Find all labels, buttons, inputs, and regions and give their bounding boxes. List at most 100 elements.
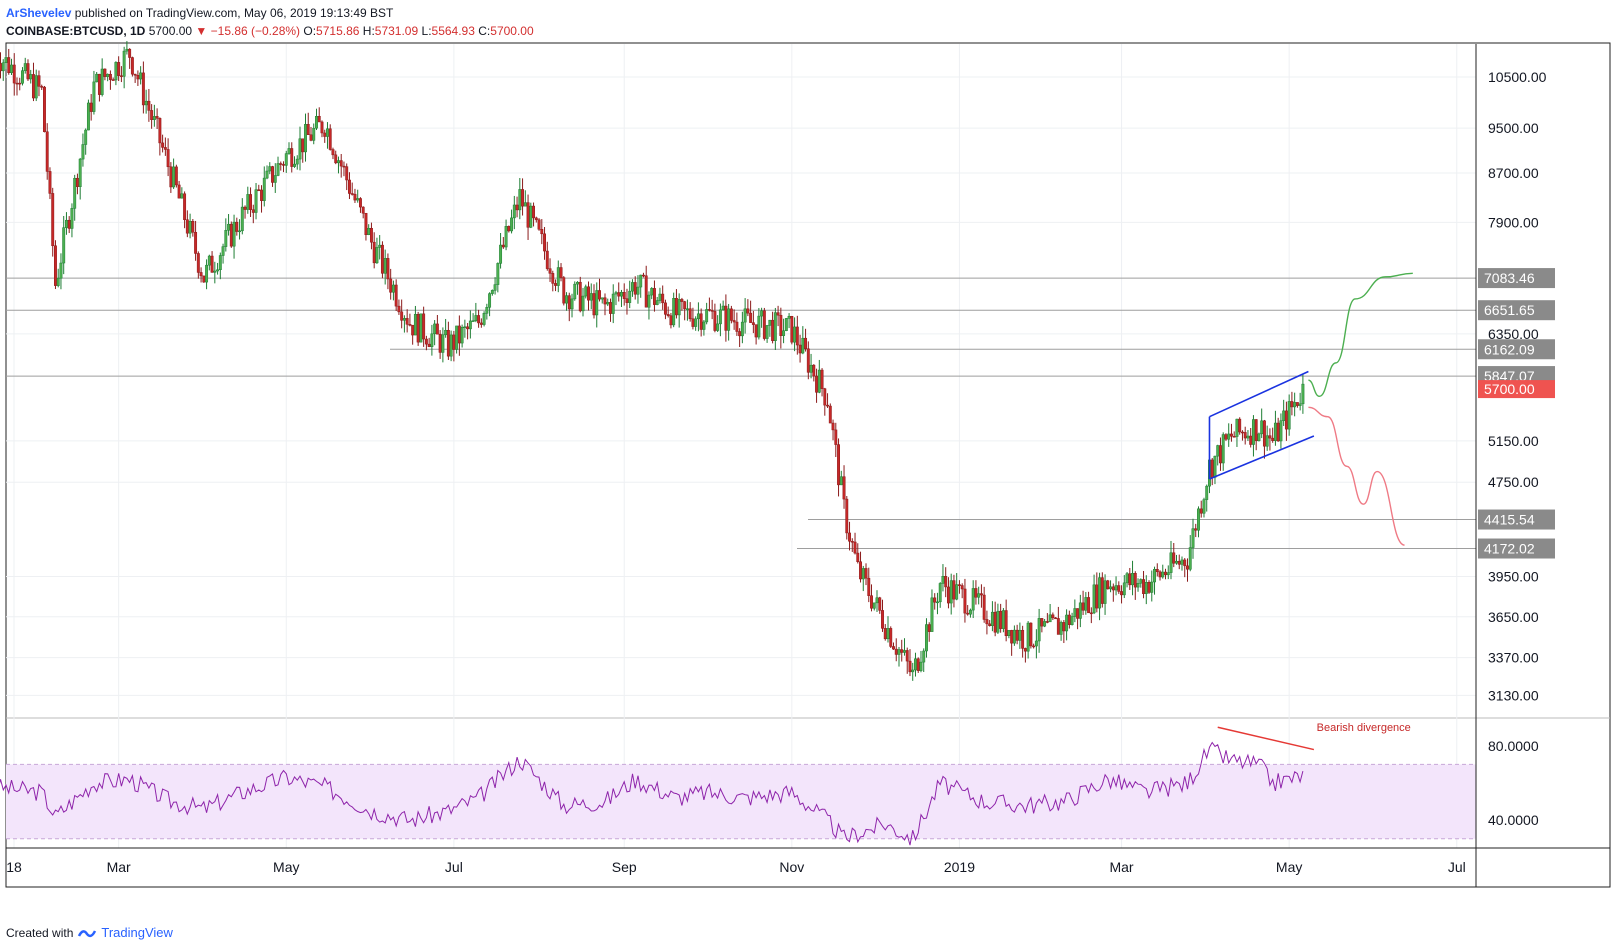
author-link[interactable]: ArShevelev	[6, 6, 72, 20]
tradingview-brand[interactable]: TradingView	[101, 925, 173, 940]
candle-down	[644, 275, 648, 308]
candle-down	[1081, 602, 1085, 611]
rsi-tick-label: 80.0000	[1488, 738, 1539, 754]
candle-up	[1257, 433, 1261, 442]
candle-up	[34, 75, 38, 99]
candle-down	[257, 189, 261, 191]
candle-down	[1032, 645, 1036, 648]
candle-down	[394, 284, 398, 307]
candle-down	[826, 404, 830, 407]
candle-down	[960, 585, 964, 590]
candle-down	[306, 124, 310, 135]
candle-up	[23, 63, 27, 71]
candle-up	[685, 308, 689, 310]
candle-up	[1034, 640, 1038, 647]
candle-up	[809, 364, 813, 373]
candle-up	[10, 64, 13, 73]
candle-up	[205, 264, 209, 283]
candle-up	[861, 568, 865, 580]
candle-up	[114, 62, 118, 81]
candle-down	[537, 219, 541, 230]
candle-up	[650, 288, 654, 296]
candle-up	[207, 255, 211, 266]
candle-down	[776, 312, 780, 316]
candle-down	[963, 588, 967, 614]
candle-down	[878, 597, 882, 611]
candle-down	[815, 375, 819, 393]
candle-up	[875, 597, 879, 604]
candle-down	[1158, 571, 1162, 578]
price-tick-label: 3650.00	[1488, 609, 1539, 625]
candle-down	[1045, 621, 1049, 623]
candle-down	[622, 292, 626, 299]
candle-up	[911, 669, 915, 673]
candle-down	[933, 597, 937, 603]
price-axis[interactable]: 10500.00 9500.00 8700.00 7900.00 6350.00 5150…	[1475, 44, 1555, 887]
candle-down	[1155, 568, 1159, 573]
candle-down	[389, 278, 393, 293]
candle-down	[842, 476, 846, 500]
candle-up	[1221, 434, 1225, 464]
time-tick-label: May	[1276, 859, 1302, 875]
candle-down	[944, 576, 948, 588]
candle-down	[342, 165, 346, 168]
candle-down	[177, 184, 181, 199]
candle-down	[1133, 573, 1137, 588]
candle-down	[1023, 648, 1027, 652]
candle-up	[276, 163, 280, 176]
candle-down	[507, 226, 511, 232]
candle-down	[128, 48, 132, 58]
candle-up	[1073, 608, 1077, 617]
candle-down	[229, 223, 233, 247]
candle-up	[474, 315, 478, 321]
candle-down	[999, 610, 1003, 629]
candle-down	[345, 166, 349, 181]
candle-down	[870, 595, 873, 609]
candle-down	[1095, 584, 1099, 609]
candle-down	[1015, 629, 1019, 641]
candle-down	[856, 552, 860, 562]
candle-down	[688, 308, 692, 320]
candle-down	[361, 206, 365, 214]
time-axis[interactable]: 18 Mar May Jul Sep Nov 2019 Mar May Jul	[6, 847, 1610, 875]
candle-down	[867, 577, 871, 596]
candle-down	[864, 568, 868, 579]
candle-up	[375, 247, 379, 264]
candle-down	[1232, 436, 1236, 438]
candle-down	[51, 193, 55, 247]
candle-up	[493, 284, 497, 291]
low-label: L:	[421, 24, 432, 38]
candle-up	[639, 274, 643, 288]
candle-up	[1012, 629, 1016, 644]
candle-up	[218, 255, 222, 270]
candle-down	[779, 314, 783, 336]
candle-up	[402, 318, 406, 321]
price-change: ▼ −15.86 (−0.28%)	[195, 24, 301, 38]
candle-up	[383, 258, 387, 274]
candle-down	[317, 115, 321, 123]
candle-up	[872, 602, 876, 609]
candle-up	[232, 221, 236, 247]
candle-down	[790, 315, 794, 343]
price-tick-label: 4750.00	[1488, 474, 1539, 490]
symbol-label[interactable]: COINBASE:BTCUSD, 1D	[6, 24, 146, 38]
candle-up	[1, 62, 5, 72]
candle-up	[801, 337, 805, 354]
candle-down	[1254, 419, 1258, 442]
candle-up	[721, 305, 725, 311]
candle-up	[694, 318, 698, 327]
candle-up	[1109, 586, 1113, 590]
time-tick-label: May	[273, 859, 299, 875]
candle-up	[246, 194, 250, 210]
candle-up	[106, 73, 110, 77]
rsi-panel: Bearish divergence	[0, 722, 1476, 846]
candle-down	[691, 318, 695, 327]
level-label-bg	[1478, 300, 1555, 321]
candle-down	[1295, 402, 1299, 406]
candle-down	[1147, 582, 1151, 593]
candle-up	[122, 50, 126, 77]
price-tick-label: 7900.00	[1488, 214, 1539, 230]
candle-down	[729, 308, 733, 321]
candle-up	[595, 290, 599, 316]
